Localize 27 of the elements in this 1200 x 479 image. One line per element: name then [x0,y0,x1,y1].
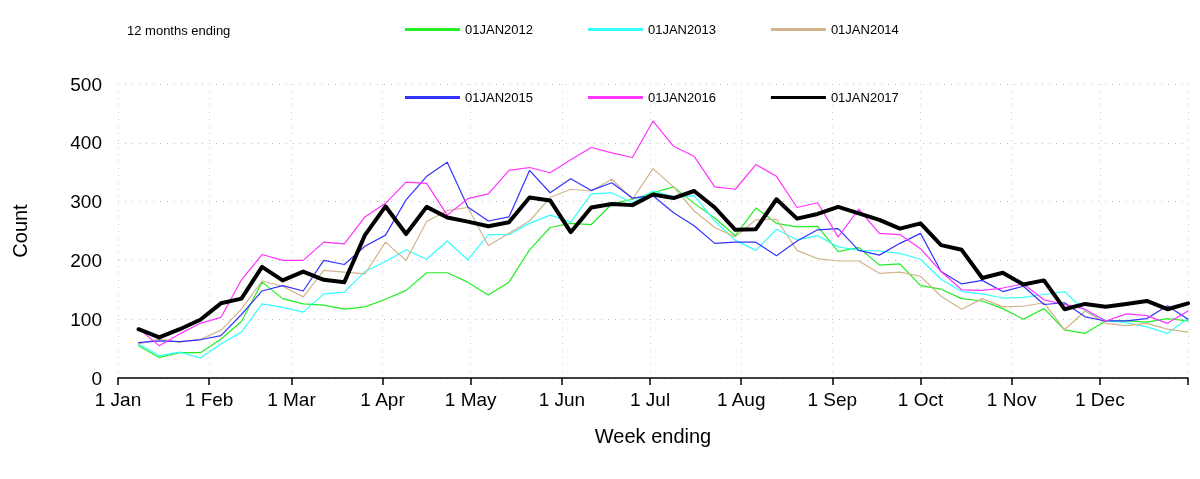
legend-label: 01JAN2017 [830,90,899,105]
y-tick-label: 100 [70,308,102,330]
y-tick-label: 500 [70,73,102,95]
x-tick-label: 1 May [444,389,498,410]
y-tick-label: 200 [70,249,102,271]
legend-label: 01JAN2013 [647,22,716,37]
legend-label: 01JAN2016 [647,90,716,105]
x-tick-label: 1 Feb [184,389,234,410]
legend-label: 01JAN2015 [465,90,533,105]
x-tick-label: 1 Dec [1074,389,1125,410]
x-axis-title: Week ending [594,425,712,447]
x-tick-label: 1 Mar [267,389,317,410]
y-tick-label: 300 [70,191,102,213]
legend-title: 12 months ending [127,23,231,38]
legend-label: 01JAN2014 [830,22,899,37]
y-tick-label: 0 [91,367,102,389]
y-tick-label: 400 [70,132,102,154]
x-tick-label: 1 Jun [538,389,586,410]
x-tick-label: 1 Oct [897,389,944,410]
x-tick-label: 1 Sep [807,389,858,410]
x-tick-label: 1 Jan [94,389,142,410]
x-tick-label: 1 Apr [360,389,406,410]
x-tick-label: 1 Jul [629,389,671,410]
y-axis-title: Count [9,203,31,258]
x-tick-label: 1 Aug [716,389,766,410]
legend-label: 01JAN2012 [465,22,533,37]
x-tick-label: 1 Nov [986,389,1037,410]
